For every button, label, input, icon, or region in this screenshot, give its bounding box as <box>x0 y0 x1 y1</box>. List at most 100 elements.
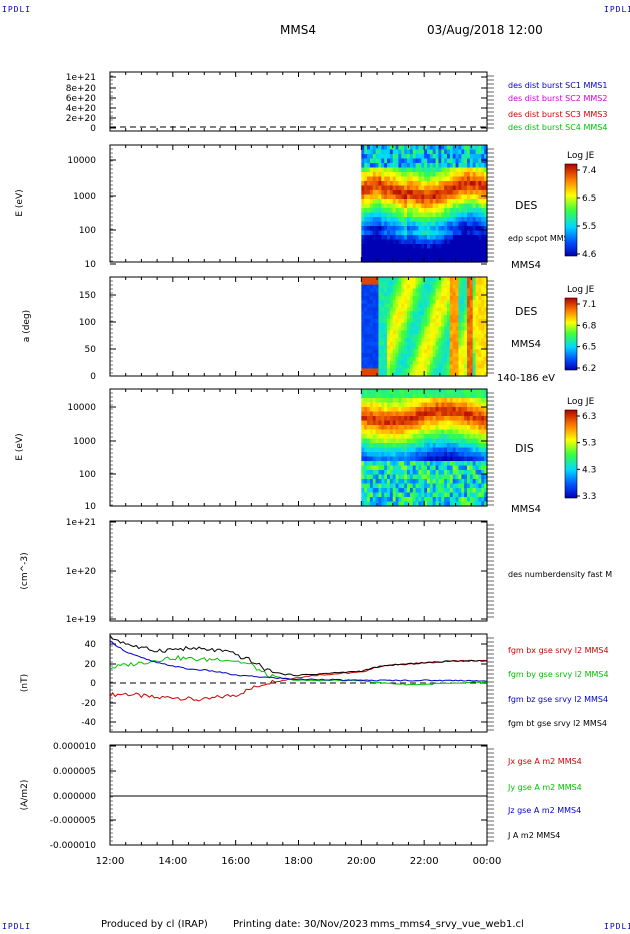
panel-right-label: DIS <box>515 442 534 455</box>
header-datetime: 03/Aug/2018 12:00 <box>427 23 543 37</box>
legend-entry: des dist burst SC2 MMS2 <box>508 94 607 103</box>
colorbar <box>564 297 578 371</box>
panel-right-label: DES <box>515 305 537 318</box>
footer-produced: Produced by cl (IRAP) <box>101 919 208 930</box>
y-tick-label: 0.000010 <box>53 742 96 752</box>
y-tick-label: 150 <box>79 291 96 301</box>
y-axis-label: E (eV) <box>15 189 25 216</box>
x-tick-label: 18:00 <box>284 856 313 867</box>
corner-tag-bottom-right: IPDLI <box>604 922 630 931</box>
colorbar-tick-label: 6.3 <box>582 412 596 422</box>
y-tick-label: 1e+21 <box>66 518 96 528</box>
y-axis-label: (cm^-3) <box>20 552 30 589</box>
x-tick-label: 14:00 <box>158 856 187 867</box>
x-tick-label: 16:00 <box>221 856 250 867</box>
y-tick-label: 1e+19 <box>66 615 97 625</box>
y-tick-label: 0 <box>90 372 96 382</box>
colorbar-tick-label: 7.4 <box>582 166 597 176</box>
y-tick-label: -0.000005 <box>50 816 96 826</box>
panel-right-label: 140-186 eV <box>497 373 555 384</box>
legend-entry: fgm bx gse srvy l2 MMS4 <box>508 646 609 655</box>
dis-energy-spectrogram <box>361 389 488 507</box>
panel-frame-current-density <box>109 744 488 846</box>
y-tick-label: 10 <box>85 260 97 270</box>
legend-entry: Jy gse A m2 MMS4 <box>507 783 582 792</box>
series-line-bz <box>109 640 488 682</box>
x-tick-label: 12:00 <box>96 856 125 867</box>
y-tick-label: 0.000005 <box>53 767 96 777</box>
header-spacecraft: MMS4 <box>280 23 316 37</box>
y-tick-label: 40 <box>85 640 97 650</box>
x-tick-label: 20:00 <box>347 856 376 867</box>
colorbar-tick-label: 6.5 <box>582 194 596 204</box>
y-tick-label: -20 <box>81 699 96 709</box>
x-tick-label: 22:00 <box>410 856 439 867</box>
colorbar-tick-label: 5.5 <box>582 222 596 232</box>
y-tick-label: 10000 <box>67 156 96 166</box>
y-tick-label: 1e+20 <box>66 567 97 577</box>
y-axis-label: (A/m2) <box>20 780 30 811</box>
colorbar-tick-label: 7.1 <box>582 300 596 310</box>
panel-right-label: DES <box>515 199 537 212</box>
legend-entry: Jz gse A m2 MMS4 <box>507 806 581 815</box>
colorbar-tick-label: 6.5 <box>582 343 596 353</box>
corner-tag-bottom-left: IPDLI <box>2 922 32 931</box>
y-tick-label: 1e+21 <box>66 73 96 83</box>
y-tick-label: 20 <box>85 660 97 670</box>
corner-tag-top-right: IPDLI <box>604 5 630 14</box>
footer-filename: mms_mms4_srvy_vue_web1.cl <box>370 919 524 930</box>
corner-tag-top-left: IPDLI <box>2 5 32 14</box>
legend-entry: fgm bt gse srvy l2 MMS4 <box>508 719 607 728</box>
legend-entry: fgm bz gse srvy l2 MMS4 <box>508 695 608 704</box>
y-tick-label: 1000 <box>73 437 96 447</box>
colorbar <box>564 163 578 257</box>
y-tick-label: 0 <box>90 124 96 134</box>
legend-entry: des dist burst SC3 MMS3 <box>508 110 607 119</box>
series-line-bt <box>109 634 488 677</box>
y-tick-label: 100 <box>79 470 96 480</box>
legend-entry: des dist burst SC4 MMS4 <box>508 123 607 132</box>
y-tick-label: 8e+20 <box>66 84 97 94</box>
series-line-by <box>109 654 488 686</box>
y-tick-label: 4e+20 <box>66 104 97 114</box>
panel-right-label: MMS4 <box>511 339 541 350</box>
y-axis-label: a (deg) <box>22 310 32 342</box>
colorbar-title: Log JE <box>567 285 595 295</box>
panel-frame-density <box>109 520 488 622</box>
legend-entry: fgm by gse srvy l2 MMS4 <box>508 670 609 679</box>
y-tick-label: 1000 <box>73 192 96 202</box>
legend-entry: Jx gse A m2 MMS4 <box>507 757 582 766</box>
des-pitch-spectrogram <box>361 277 488 377</box>
footer-printing-date: Printing date: 30/Nov/2023 <box>233 919 369 930</box>
des-energy-spectrogram <box>361 145 488 263</box>
colorbar-title: Log JE <box>567 397 595 407</box>
colorbar-tick-label: 6.8 <box>582 321 597 331</box>
x-tick-label: 00:00 <box>473 856 502 867</box>
colorbar <box>564 409 578 499</box>
y-tick-label: 6e+20 <box>66 94 97 104</box>
y-tick-label: -40 <box>81 718 96 728</box>
colorbar-tick-label: 6.2 <box>582 364 596 374</box>
y-tick-label: 0 <box>90 679 96 689</box>
y-tick-label: 2e+20 <box>66 114 97 124</box>
y-tick-label: -0.000010 <box>50 841 96 851</box>
y-tick-label: 0.000000 <box>53 792 96 802</box>
y-axis-label: (nT) <box>20 674 30 692</box>
panel-frame-des-dist-burst <box>109 71 488 132</box>
y-tick-label: 100 <box>79 226 96 236</box>
panel-right-label: MMS4 <box>511 260 541 271</box>
colorbar-tick-label: 3.3 <box>582 492 596 502</box>
legend-entry: des numberdensity fast M <box>508 570 612 579</box>
panel-right-label: MMS4 <box>511 504 541 515</box>
colorbar-tick-label: 4.3 <box>582 465 596 475</box>
colorbar-tick-label: 4.6 <box>582 250 597 260</box>
colorbar-title: Log JE <box>567 151 595 161</box>
colorbar-tick-label: 5.3 <box>582 439 596 449</box>
y-tick-label: 10 <box>85 502 97 512</box>
y-tick-label: 100 <box>79 318 96 328</box>
y-tick-label: 10000 <box>67 403 96 413</box>
legend-entry: des dist burst SC1 MMS1 <box>508 81 607 90</box>
y-tick-label: 50 <box>85 345 97 355</box>
panel-right-label: edp scpot MMS4 <box>508 234 574 243</box>
